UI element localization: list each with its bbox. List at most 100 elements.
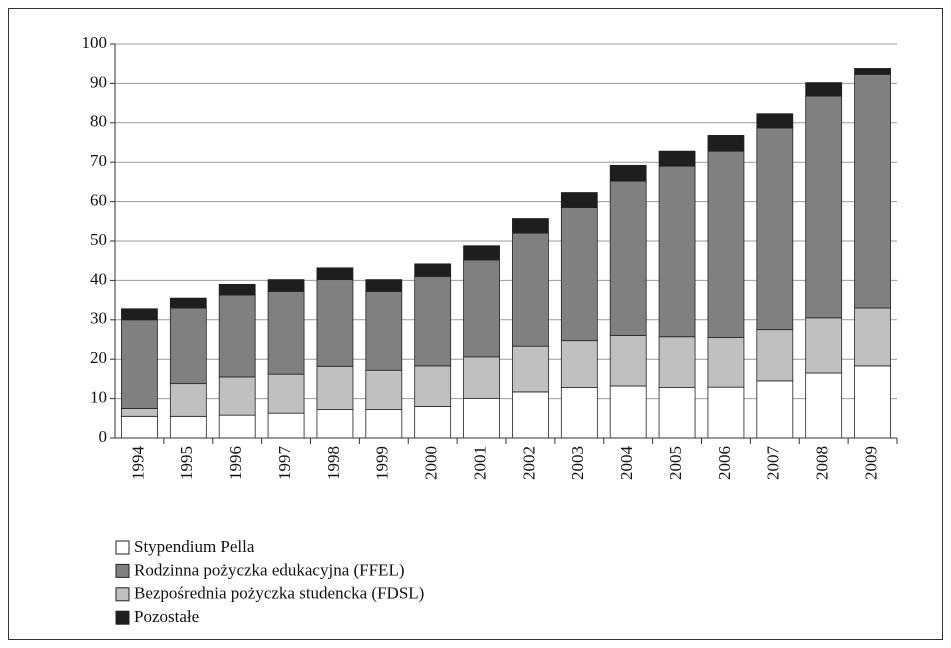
bar-segment xyxy=(365,279,403,292)
x-tick-label: 2007 xyxy=(764,446,783,481)
bar-segment xyxy=(267,412,305,439)
bar-segment xyxy=(805,82,843,97)
bar-segment xyxy=(609,335,647,387)
x-tick-label: 2003 xyxy=(568,446,587,480)
bar-segment xyxy=(560,192,598,208)
bar-segment xyxy=(756,113,794,129)
bar-segment xyxy=(756,127,794,331)
bar-segment xyxy=(267,373,305,414)
bar-segment xyxy=(854,365,891,439)
bar-segment xyxy=(854,73,891,309)
bar-segment xyxy=(414,276,452,367)
bar-segment xyxy=(609,385,647,439)
bar-segment xyxy=(316,279,354,367)
y-tick-label: 40 xyxy=(90,269,107,288)
bar-segment xyxy=(658,336,696,388)
x-tick-label: 2001 xyxy=(470,446,489,480)
y-tick-label: 50 xyxy=(90,230,107,249)
legend-swatch xyxy=(115,587,130,602)
bar-segment xyxy=(658,165,696,338)
bar-segment xyxy=(169,307,207,385)
bar-segment xyxy=(365,409,403,439)
x-tick-label: 1994 xyxy=(128,446,147,481)
bar-segment xyxy=(169,297,207,309)
bar-segment xyxy=(463,356,500,399)
legend-label: Bezpośrednia pożyczka studencka (FDSL) xyxy=(134,584,424,603)
bar-segment xyxy=(414,365,452,407)
y-tick-label: 20 xyxy=(90,348,107,367)
bar-segment xyxy=(609,180,647,336)
bar-segment xyxy=(463,259,500,358)
frame xyxy=(8,8,943,640)
legend-swatch xyxy=(115,540,130,555)
bar-segment xyxy=(267,291,305,375)
bar-segment xyxy=(560,387,598,439)
bar-segment xyxy=(121,408,158,417)
bar-segment xyxy=(121,308,158,321)
bar-segment xyxy=(218,294,256,378)
legend-label: Stypendium Pella xyxy=(134,537,255,556)
bar-segment xyxy=(463,398,500,439)
y-tick-label: 60 xyxy=(90,191,107,210)
x-tick-label: 2000 xyxy=(422,446,441,480)
bar-segment xyxy=(267,279,305,292)
x-tick-label: 1995 xyxy=(177,446,196,480)
bar-segment xyxy=(121,319,158,409)
bar-segment xyxy=(316,409,354,439)
y-tick-label: 30 xyxy=(90,309,107,328)
legend-swatch xyxy=(115,563,130,578)
bar-segment xyxy=(218,414,256,439)
bar-segment xyxy=(756,329,794,382)
bar-segment xyxy=(854,68,891,75)
bar-segment xyxy=(609,164,647,182)
bar-segment xyxy=(121,415,158,439)
bar-segment xyxy=(707,386,745,439)
bar-segment xyxy=(658,387,696,439)
bar-segment xyxy=(512,232,549,347)
x-tick-label: 1996 xyxy=(226,446,245,480)
bar-segment xyxy=(756,380,794,439)
x-tick-label: 1998 xyxy=(324,446,343,480)
y-tick-label: 70 xyxy=(90,151,107,170)
bar-segment xyxy=(512,345,549,393)
x-tick-label: 2005 xyxy=(666,446,685,480)
bar-segment xyxy=(854,307,891,367)
x-tick-label: 2002 xyxy=(519,446,538,480)
y-tick-label: 80 xyxy=(90,112,107,131)
bar-segment xyxy=(805,95,843,319)
bar-segment xyxy=(707,337,745,388)
bar-segment xyxy=(512,391,549,439)
x-tick-label: 2009 xyxy=(861,446,880,480)
legend-swatch xyxy=(115,610,130,625)
bar-segment xyxy=(512,218,549,234)
y-tick-label: 100 xyxy=(82,33,108,52)
x-tick-label: 2006 xyxy=(715,446,734,480)
bar-segment xyxy=(658,150,696,167)
bar-segment xyxy=(560,207,598,342)
bar-segment xyxy=(365,291,403,371)
bar-segment xyxy=(707,135,745,152)
y-tick-label: 10 xyxy=(90,388,107,407)
x-tick-label: 1997 xyxy=(275,446,294,481)
bar-segment xyxy=(560,340,598,388)
bar-segment xyxy=(805,317,843,374)
bar-segment xyxy=(365,369,403,411)
legend-label: Pozostałe xyxy=(134,607,199,626)
bar-segment xyxy=(316,365,354,411)
bar-segment xyxy=(218,376,256,416)
legend-label: Rodzinna pożyczka edukacyjna (FFEL) xyxy=(134,560,405,579)
y-tick-label: 90 xyxy=(90,72,107,91)
bar-segment xyxy=(169,383,207,417)
x-tick-label: 2008 xyxy=(813,446,832,480)
bar-segment xyxy=(707,150,745,338)
bar-segment xyxy=(463,245,500,261)
x-tick-label: 2004 xyxy=(617,446,636,481)
bar-segment xyxy=(218,283,256,296)
bar-segment xyxy=(316,267,354,281)
x-tick-label: 1999 xyxy=(373,446,392,480)
y-tick-label: 0 xyxy=(99,427,108,446)
bar-segment xyxy=(805,372,843,439)
bar-segment xyxy=(414,263,452,277)
bar-segment xyxy=(169,415,207,439)
